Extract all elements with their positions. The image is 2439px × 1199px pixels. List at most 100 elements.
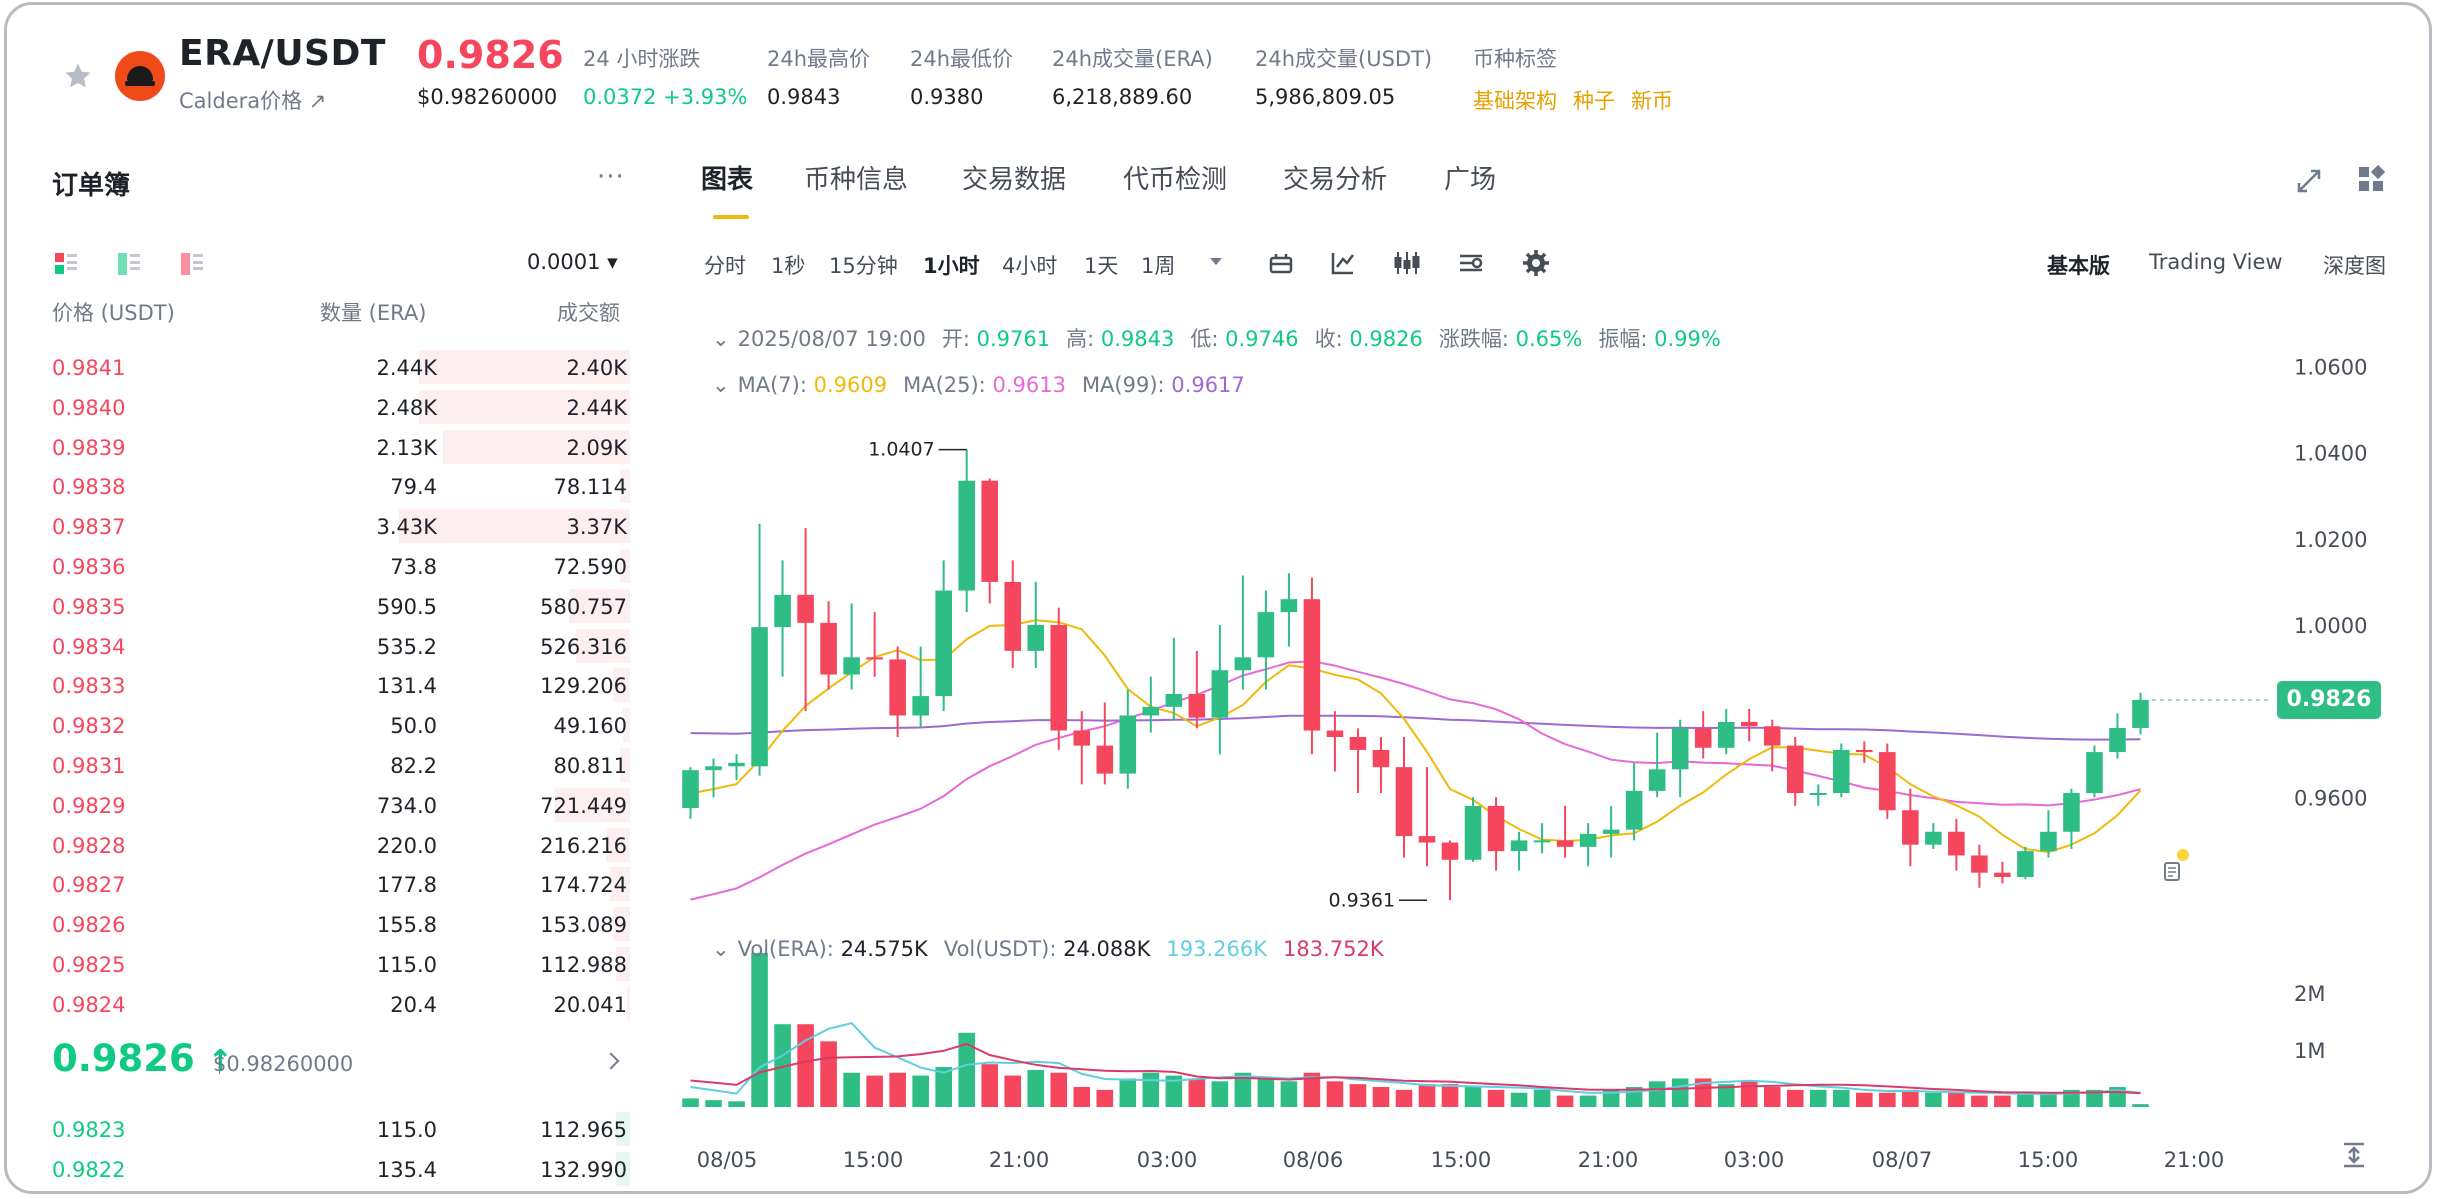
vol-era-value: 24.575K bbox=[840, 937, 928, 961]
interval-more-icon[interactable] bbox=[1209, 257, 1223, 267]
candle-type-icon[interactable] bbox=[1267, 249, 1295, 277]
layout-grid-icon[interactable] bbox=[2357, 165, 2385, 193]
col-total: 成交额 bbox=[557, 301, 620, 325]
indicator-icon[interactable] bbox=[1329, 249, 1357, 277]
precision-select[interactable]: 0.0001 ▾ bbox=[527, 250, 618, 274]
depth-bar bbox=[419, 350, 630, 384]
interval-1w[interactable]: 1周 bbox=[1141, 254, 1176, 278]
mode-asks-icon[interactable] bbox=[181, 253, 204, 275]
ask-row[interactable]: 0.9840 2.48K 2.44K bbox=[7, 387, 647, 427]
tab-token-check[interactable]: 代币检测 bbox=[1123, 165, 1228, 195]
x-tick-label: 21:00 bbox=[989, 1148, 1050, 1172]
app-window: ERA/USDT Caldera价格 ↗ 0.9826 $0.98260000 … bbox=[4, 2, 2432, 1194]
interval-1d[interactable]: 1天 bbox=[1084, 254, 1119, 278]
candle-body bbox=[935, 590, 952, 697]
fit-height-icon[interactable] bbox=[2340, 1141, 2368, 1169]
bid-row[interactable]: 0.9823 115.0 112.965 bbox=[7, 1109, 647, 1149]
candle-body bbox=[1188, 693, 1206, 718]
candle-body bbox=[1372, 749, 1390, 768]
tag-new[interactable]: 新币 bbox=[1631, 89, 1673, 113]
tag-seed[interactable]: 种子 bbox=[1573, 89, 1615, 113]
pair-name[interactable]: ERA/USDT bbox=[179, 33, 386, 74]
ob-total: 49.160 bbox=[553, 714, 627, 739]
ask-row[interactable]: 0.9829 734.0 721.449 bbox=[7, 785, 647, 825]
favorite-star-icon[interactable] bbox=[63, 61, 93, 91]
tag-infrastructure[interactable]: 基础架构 bbox=[1473, 89, 1557, 113]
interval-1s[interactable]: 1秒 bbox=[771, 254, 806, 278]
volume-bar bbox=[1418, 1084, 1436, 1107]
expand-icon[interactable] bbox=[2295, 167, 2323, 195]
coin-price-link[interactable]: Caldera价格 ↗ bbox=[179, 89, 327, 113]
ob-qty: 50.0 bbox=[390, 714, 437, 739]
ask-row[interactable]: 0.9838 79.4 78.114 bbox=[7, 466, 647, 506]
volume-bar bbox=[1809, 1089, 1827, 1107]
notes-icon[interactable] bbox=[2159, 849, 2189, 883]
ob-price: 0.9834 bbox=[52, 634, 126, 659]
volume-bar bbox=[1902, 1089, 1919, 1107]
ask-row[interactable]: 0.9833 131.4 129.206 bbox=[7, 665, 647, 705]
ma25-line bbox=[690, 660, 2141, 901]
candle-body bbox=[2017, 851, 2034, 877]
tab-square[interactable]: 广场 bbox=[1444, 165, 1497, 195]
candle-body bbox=[1717, 721, 1735, 748]
view-depth[interactable]: 深度图 bbox=[2323, 254, 2386, 278]
candle-body bbox=[1809, 793, 1827, 795]
view-tradingview[interactable]: Trading View bbox=[2149, 250, 2283, 274]
volume-bar bbox=[1579, 1095, 1597, 1107]
view-basic[interactable]: 基本版 bbox=[2047, 254, 2110, 278]
bid-row[interactable]: 0.9822 135.4 132.990 bbox=[7, 1149, 647, 1189]
ob-price: 0.9838 bbox=[52, 475, 126, 500]
ask-row[interactable]: 0.9824 20.4 20.041 bbox=[7, 984, 647, 1024]
volume-bar bbox=[1119, 1078, 1137, 1107]
ask-row[interactable]: 0.9831 82.2 80.811 bbox=[7, 745, 647, 785]
tab-trade-analysis[interactable]: 交易分析 bbox=[1283, 165, 1388, 195]
interval-15m[interactable]: 15分钟 bbox=[829, 254, 898, 278]
volume-bar bbox=[1395, 1089, 1413, 1107]
ask-row[interactable]: 0.9828 220.0 216.216 bbox=[7, 825, 647, 865]
volume-bar bbox=[682, 1098, 699, 1107]
ask-row[interactable]: 0.9835 590.5 580.757 bbox=[7, 586, 647, 626]
mid-price[interactable]: 0.9826 ↑ bbox=[52, 1037, 233, 1080]
ask-row[interactable]: 0.9841 2.44K 2.40K bbox=[7, 347, 647, 387]
tab-chart[interactable]: 图表 bbox=[701, 165, 754, 195]
collapse-chevron-icon[interactable]: ⌄ bbox=[712, 373, 730, 397]
orderbook-more-icon[interactable]: ··· bbox=[597, 162, 625, 192]
candle-body bbox=[797, 594, 814, 623]
ask-row[interactable]: 0.9826 155.8 153.089 bbox=[7, 904, 647, 944]
ask-row[interactable]: 0.9832 50.0 49.160 bbox=[7, 705, 647, 745]
ask-row[interactable]: 0.9837 3.43K 3.37K bbox=[7, 506, 647, 546]
ask-row[interactable]: 0.9834 535.2 526.316 bbox=[7, 626, 647, 666]
low-label: 低: bbox=[1190, 327, 1219, 351]
volume-bar bbox=[1372, 1087, 1390, 1107]
candle-body bbox=[1119, 715, 1137, 774]
interval-1h[interactable]: 1小时 bbox=[923, 254, 980, 278]
ask-row[interactable]: 0.9825 115.0 112.988 bbox=[7, 944, 647, 984]
ask-row[interactable]: 0.9827 177.8 174.724 bbox=[7, 864, 647, 904]
volume-bar bbox=[866, 1075, 883, 1107]
collapse-chevron-icon[interactable]: ⌄ bbox=[712, 937, 730, 961]
candlestick-chart[interactable]: 1.0600 1.0400 1.0200 1.0000 0.9600 2M 1M 1.0407… bbox=[7, 5, 2432, 1194]
ob-qty: 115.0 bbox=[376, 1118, 437, 1142]
candle-body bbox=[1050, 625, 1068, 731]
volume-bar bbox=[912, 1075, 929, 1107]
vol-tick-label: 2M bbox=[2294, 982, 2325, 1006]
candle-body bbox=[1234, 657, 1252, 671]
interval-timeline[interactable]: 分时 bbox=[704, 254, 746, 278]
amp-value: 0.99% bbox=[1654, 327, 1721, 351]
close-label: 收: bbox=[1314, 327, 1343, 351]
volume-bar bbox=[1602, 1089, 1620, 1107]
mode-both-icon[interactable] bbox=[55, 253, 77, 275]
ma7-line bbox=[690, 619, 2142, 854]
settings-gear-icon[interactable] bbox=[1522, 249, 1550, 277]
ob-total: 112.965 bbox=[540, 1118, 627, 1142]
caldera-logo-icon bbox=[115, 51, 165, 101]
tab-coin-info[interactable]: 币种信息 bbox=[804, 165, 909, 195]
ask-row[interactable]: 0.9839 2.13K 2.09K bbox=[7, 427, 647, 467]
tab-trading-data[interactable]: 交易数据 bbox=[962, 165, 1067, 195]
candles-icon[interactable] bbox=[1392, 249, 1422, 277]
interval-4h[interactable]: 4小时 bbox=[1002, 254, 1058, 278]
ask-row[interactable]: 0.9836 73.8 72.590 bbox=[7, 546, 647, 586]
collapse-chevron-icon[interactable]: ⌄ bbox=[712, 327, 730, 351]
drawing-tools-icon[interactable] bbox=[1457, 249, 1485, 277]
mode-bids-icon[interactable] bbox=[118, 253, 141, 275]
